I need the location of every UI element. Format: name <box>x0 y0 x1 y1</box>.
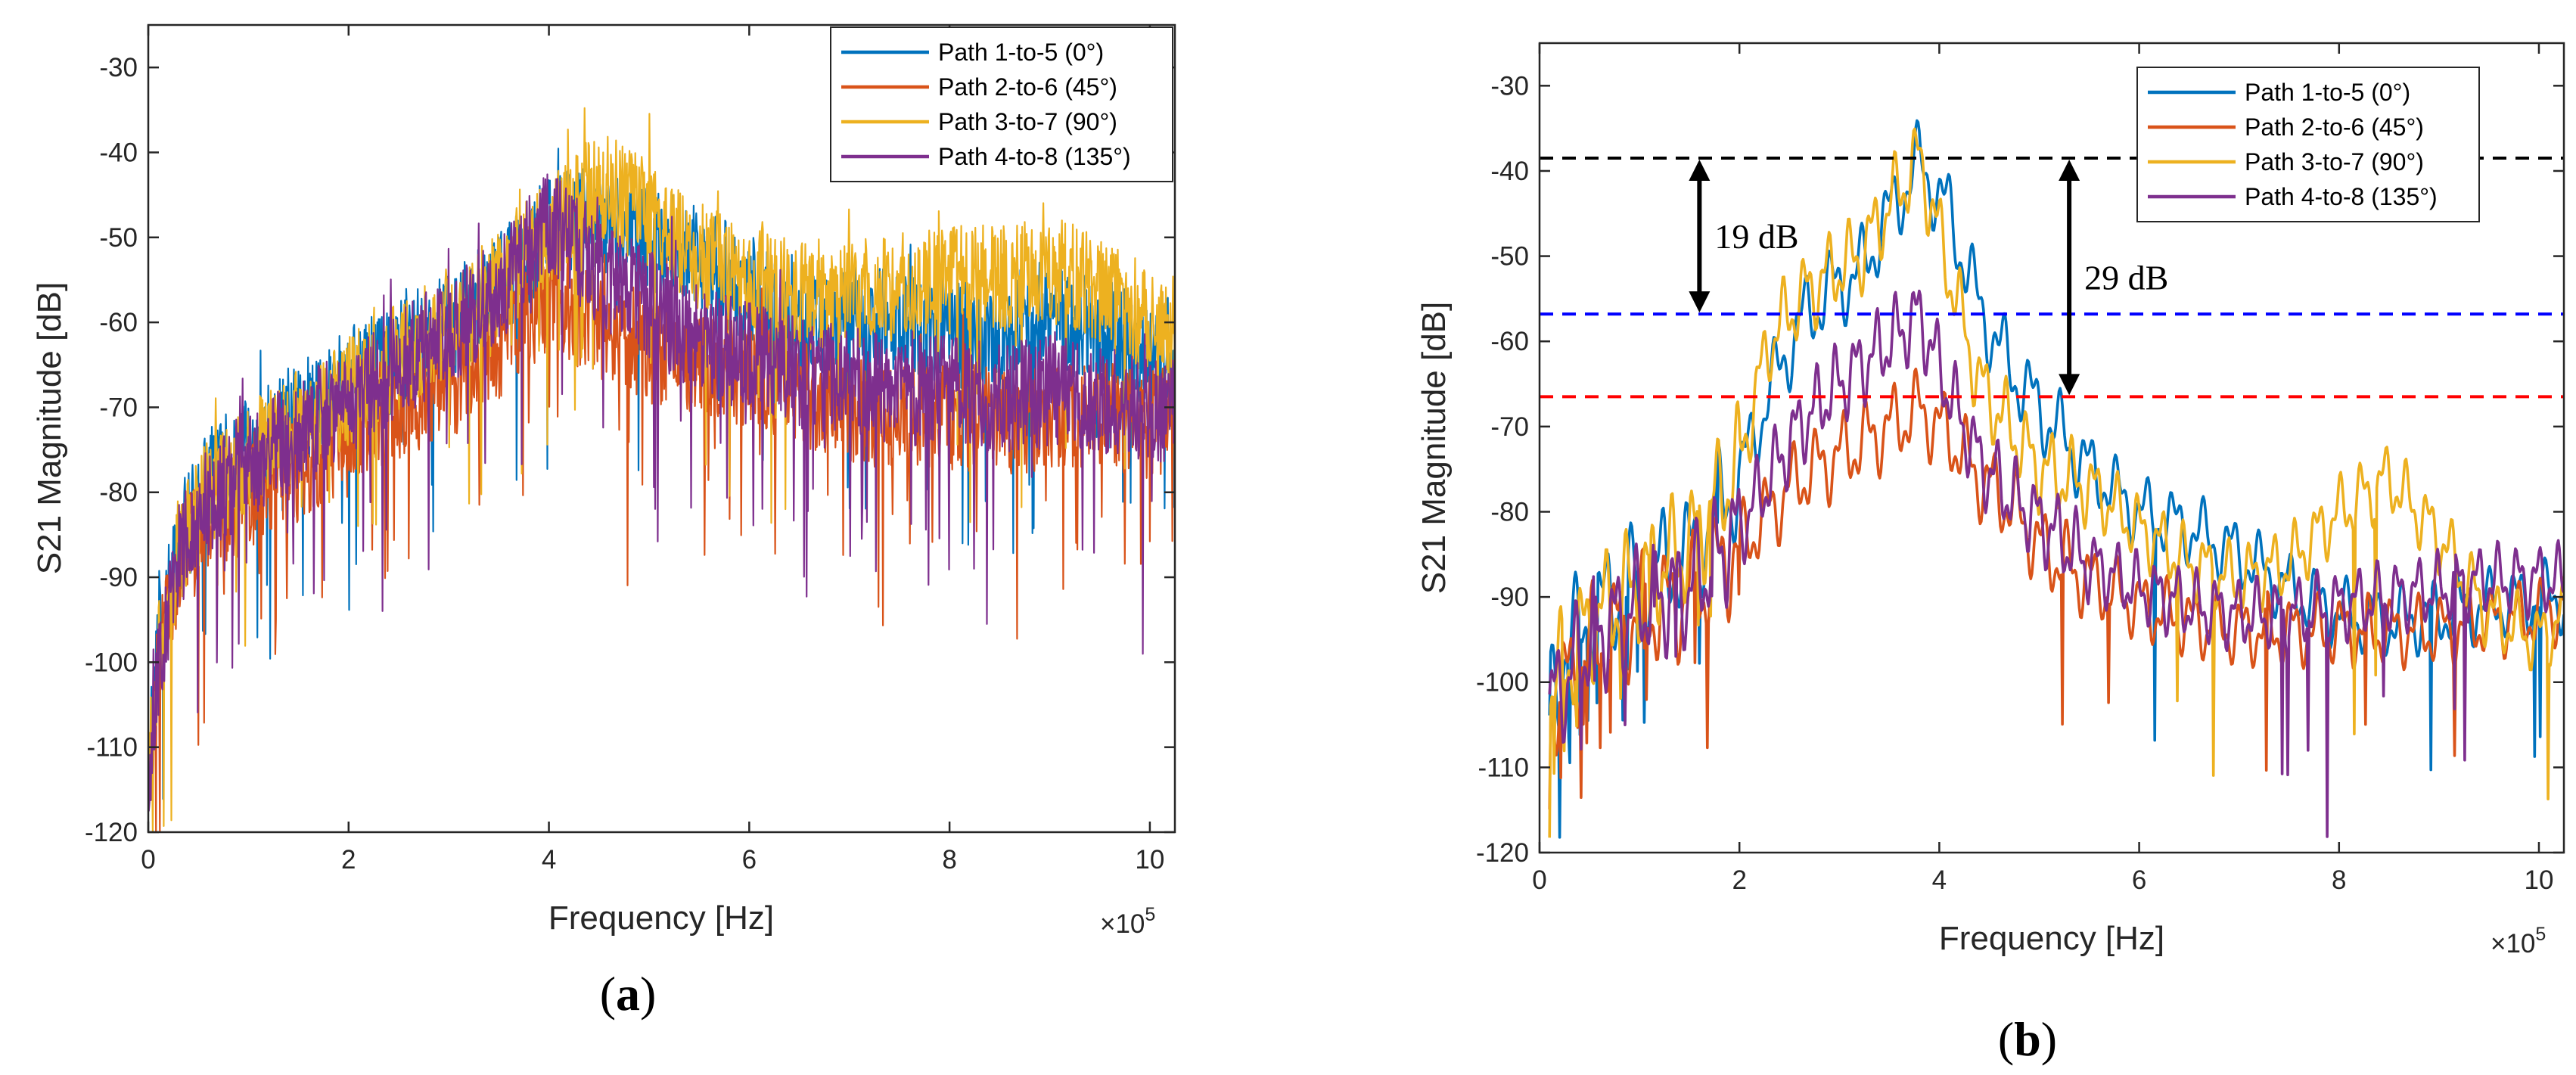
chart-a-legend-label-1: Path 1-to-5 (0°) <box>938 39 1104 66</box>
chart-a-series-3-line <box>148 107 1175 832</box>
chart-b-legend-label-1: Path 1-to-5 (0°) <box>2245 79 2410 106</box>
chart-a-ytick-label: -110 <box>87 733 138 763</box>
chart-a-ticks: 0 2 4 6 8 10 -120 -110 -100 -90 -80 -70 -60 -50 -40 -30 <box>85 25 1175 875</box>
chart-a-ytick-label: -120 <box>85 818 138 847</box>
chart-a-ytick-label: -50 <box>99 223 138 253</box>
chart-a-xlabel: Frequency [Hz] <box>548 899 774 937</box>
chart-b-legend-items: Path 1-to-5 (0°) Path 2-to-6 (45°) Path 3-… <box>2148 79 2438 210</box>
chart-a-xtick-label: 8 <box>942 845 956 875</box>
chart-b-xtick-label: 8 <box>2332 865 2346 895</box>
chart-b-ticks: 0 2 4 6 8 10 -120 -110 -100 -90 -80 -70 -60 -50 -40 -30 <box>1476 43 2564 895</box>
chart-a-ytick-label: -100 <box>85 648 138 677</box>
chart-b-xtick-label: 2 <box>1732 865 1746 895</box>
chart-a-caption-close: ) <box>640 967 656 1021</box>
chart-b-annotations: 19 dB 29 dB <box>1689 160 2168 396</box>
chart-b-annotation-arrowhead-top-1 <box>1689 160 1711 182</box>
chart-b-ytick-label: -80 <box>1490 497 1529 527</box>
chart-a-series-clip <box>148 107 1175 832</box>
chart-a-legend-label-4: Path 4-to-8 (135°) <box>938 143 1131 170</box>
chart-b-annotation-label-2: 29 dB <box>2084 259 2168 297</box>
chart-a-xtick-label: 0 <box>141 845 155 875</box>
chart-b-xlabel: Frequency [Hz] <box>1939 920 2164 957</box>
chart-b-ytick-label: -70 <box>1490 412 1529 442</box>
chart-a-series-4-line <box>148 173 1175 812</box>
chart-b-plot-frame <box>1538 42 2565 854</box>
chart-a-series-1-line <box>148 148 1175 807</box>
chart-a-series-layer <box>148 107 1175 832</box>
chart-a-caption-letter: a <box>616 967 640 1021</box>
chart-a-xtick-label: 6 <box>742 845 757 875</box>
chart-b-legend-label-4: Path 4-to-8 (135°) <box>2245 183 2438 210</box>
chart-a: 0 2 4 6 8 10 -120 -110 -100 -90 -80 -70 -60 -50 -40 -30… <box>31 23 1176 1021</box>
chart-b-x-exponent-base: ×10 <box>2491 929 2535 958</box>
chart-b-annotation-label-1: 19 dB <box>1714 217 1798 256</box>
chart-a-legend-label-3: Path 3-to-7 (90°) <box>938 108 1117 135</box>
chart-a-legend-label-2: Path 2-to-6 (45°) <box>938 73 1117 101</box>
chart-b-ytick-label: -40 <box>1490 157 1529 186</box>
chart-a-x-exponent-power: 5 <box>1145 904 1155 925</box>
chart-b-series-layer <box>1540 119 2564 839</box>
chart-b-ytick-label: -60 <box>1490 327 1529 356</box>
chart-a-caption-open: ( <box>600 967 616 1021</box>
chart-b-annotation-arrowhead-top-2 <box>2059 160 2080 182</box>
chart-b-ytick-label: -30 <box>1490 71 1529 101</box>
chart-b-series-4-line <box>1548 289 2564 838</box>
chart-b-caption-close: ) <box>2041 1012 2057 1066</box>
chart-a-x-exponent-base: ×10 <box>1100 909 1145 939</box>
chart-a-xtick-label: 10 <box>1135 845 1164 875</box>
chart-b-xtick-label: 4 <box>1932 865 1947 895</box>
chart-b-ylabel: S21 Magnitude [dB] <box>1415 302 1453 594</box>
chart-a-legend-items: Path 1-to-5 (0°) Path 2-to-6 (45°) Path 3-… <box>841 39 1131 170</box>
chart-a-ytick-label: -30 <box>99 53 138 82</box>
chart-b-x-exponent-power: 5 <box>2535 924 2546 945</box>
chart-b-caption: (b) <box>1998 1012 2057 1066</box>
chart-b-annotation-arrowhead-bottom-1 <box>1689 291 1711 313</box>
chart-b: 0 2 4 6 8 10 -120 -110 -100 -90 -80 -70 -60 -50 -40 -30… <box>1415 42 2565 1066</box>
chart-b-legend-label-2: Path 2-to-6 (45°) <box>2245 113 2424 141</box>
chart-b-annotation-arrowhead-bottom-2 <box>2059 374 2080 396</box>
chart-b-caption-letter: b <box>2014 1012 2041 1066</box>
chart-b-ytick-label: -90 <box>1490 583 1529 612</box>
chart-b-ytick-label: -120 <box>1476 838 1529 868</box>
chart-a-legend: Path 1-to-5 (0°) Path 2-to-6 (45°) Path 3-… <box>830 26 1173 182</box>
chart-a-ytick-label: -60 <box>99 308 138 337</box>
chart-a-ytick-label: -80 <box>99 478 138 508</box>
chart-b-series-clip <box>1540 119 2564 839</box>
chart-b-legend-label-3: Path 3-to-7 (90°) <box>2245 148 2424 176</box>
chart-a-ylabel: S21 Magnitude [dB] <box>31 282 68 574</box>
chart-b-xtick-label: 10 <box>2525 865 2554 895</box>
chart-a-plot-frame <box>147 23 1176 834</box>
chart-b-caption-open: ( <box>1998 1012 2014 1066</box>
chart-a-xtick-label: 2 <box>341 845 356 875</box>
chart-a-xtick-label: 4 <box>542 845 556 875</box>
chart-b-ytick-label: -50 <box>1490 242 1529 272</box>
chart-b-xtick-label: 6 <box>2132 865 2146 895</box>
chart-b-legend: Path 1-to-5 (0°) Path 2-to-6 (45°) Path 3-… <box>2136 67 2480 222</box>
chart-a-ytick-label: -40 <box>99 138 138 167</box>
chart-a-ytick-label: -90 <box>99 563 138 592</box>
chart-b-ytick-label: -100 <box>1476 668 1529 698</box>
chart-a-x-exponent: ×105 <box>1100 904 1155 939</box>
chart-b-xtick-label: 0 <box>1532 865 1546 895</box>
chart-b-x-exponent: ×105 <box>2491 924 2546 958</box>
chart-a-caption: (a) <box>600 967 657 1021</box>
chart-a-ytick-label: -70 <box>99 393 138 422</box>
chart-b-ytick-label: -110 <box>1478 753 1529 782</box>
